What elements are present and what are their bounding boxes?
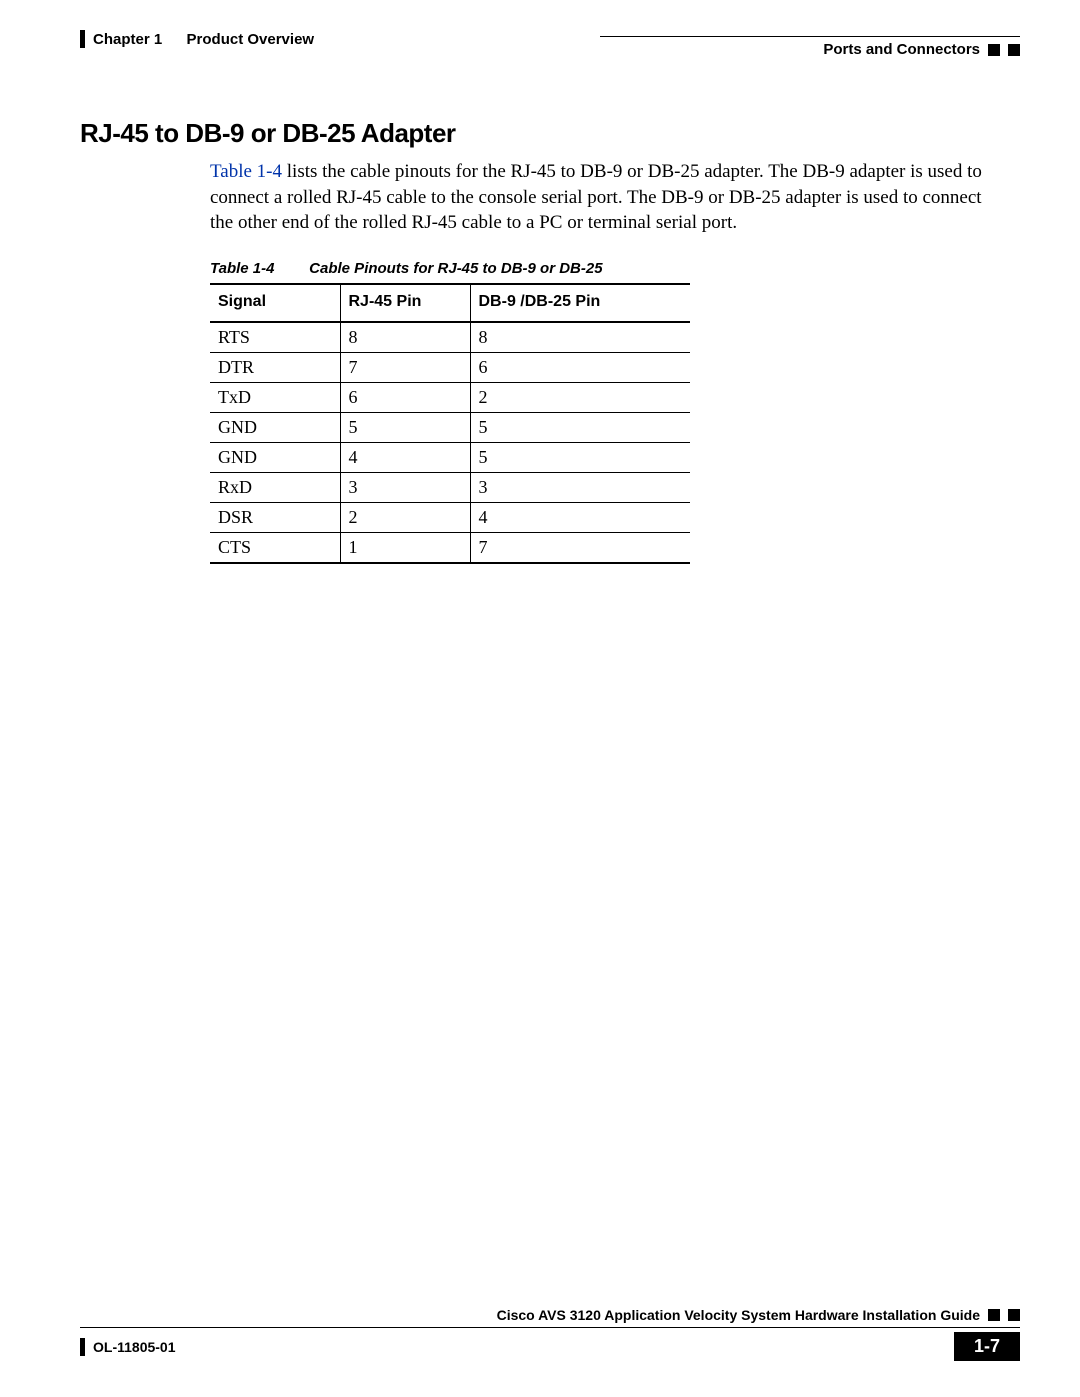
footer-rule [80, 1327, 1020, 1328]
col-header-signal: Signal [210, 284, 340, 322]
chapter-title: Product Overview [187, 31, 315, 48]
doc-number: OL-11805-01 [93, 1339, 176, 1355]
col-header-rj45: RJ-45 Pin [340, 284, 470, 322]
cell-rj45: 2 [340, 502, 470, 532]
cell-db9: 7 [470, 532, 690, 563]
cell-db9: 6 [470, 352, 690, 382]
cell-db9: 5 [470, 442, 690, 472]
cell-rj45: 5 [340, 412, 470, 442]
footer-bottom: OL-11805-01 1-7 [80, 1332, 1020, 1361]
table-caption: Table 1-4 Cable Pinouts for RJ-45 to DB-… [210, 260, 1020, 277]
table-row: GND 4 5 [210, 442, 690, 472]
pinout-table: Signal RJ-45 Pin DB-9 /DB-25 Pin RTS 8 8… [210, 283, 690, 564]
header-square-icon [1008, 44, 1020, 56]
page-footer: Cisco AVS 3120 Application Velocity Syst… [80, 1307, 1020, 1361]
cell-signal: RxD [210, 472, 340, 502]
footer-square-icon [1008, 1309, 1020, 1321]
cell-signal: DSR [210, 502, 340, 532]
table-row: CTS 1 7 [210, 532, 690, 563]
cell-rj45: 3 [340, 472, 470, 502]
content: RJ-45 to DB-9 or DB-25 Adapter Table 1-4… [80, 118, 1020, 564]
cell-signal: GND [210, 412, 340, 442]
cell-signal: DTR [210, 352, 340, 382]
cell-signal: RTS [210, 322, 340, 353]
table-row: GND 5 5 [210, 412, 690, 442]
table-xref-link[interactable]: Table 1-4 [210, 161, 282, 182]
cell-signal: CTS [210, 532, 340, 563]
footer-bar-icon [80, 1338, 85, 1356]
table-header-row: Signal RJ-45 Pin DB-9 /DB-25 Pin [210, 284, 690, 322]
table-label: Table 1-4 [210, 260, 305, 277]
header-square-icon [988, 44, 1000, 56]
page-number: 1-7 [954, 1332, 1020, 1361]
guide-title: Cisco AVS 3120 Application Velocity Syst… [497, 1307, 980, 1323]
table-row: TxD 6 2 [210, 382, 690, 412]
cell-signal: TxD [210, 382, 340, 412]
header-left: Chapter 1 Product Overview [80, 30, 314, 48]
footer-square-icon [988, 1309, 1000, 1321]
table-row: RTS 8 8 [210, 322, 690, 353]
footer-top: Cisco AVS 3120 Application Velocity Syst… [80, 1307, 1020, 1323]
cell-db9: 3 [470, 472, 690, 502]
cell-rj45: 6 [340, 382, 470, 412]
cell-db9: 8 [470, 322, 690, 353]
cell-rj45: 8 [340, 322, 470, 353]
cell-db9: 4 [470, 502, 690, 532]
page-header: Chapter 1 Product Overview Ports and Con… [80, 30, 1020, 58]
table-row: RxD 3 3 [210, 472, 690, 502]
section-title: Ports and Connectors [823, 41, 980, 58]
cell-rj45: 1 [340, 532, 470, 563]
header-right: Ports and Connectors [600, 30, 1020, 58]
header-bar-icon [80, 30, 85, 48]
chapter-label: Chapter 1 [93, 31, 162, 48]
cell-rj45: 7 [340, 352, 470, 382]
intro-text: lists the cable pinouts for the RJ-45 to… [210, 161, 982, 233]
table-row: DTR 7 6 [210, 352, 690, 382]
section-heading: RJ-45 to DB-9 or DB-25 Adapter [80, 118, 1020, 149]
col-header-db9: DB-9 /DB-25 Pin [470, 284, 690, 322]
body-indent: Table 1-4 lists the cable pinouts for th… [210, 159, 1020, 564]
table-title: Cable Pinouts for RJ-45 to DB-9 or DB-25 [309, 260, 602, 277]
intro-paragraph: Table 1-4 lists the cable pinouts for th… [210, 159, 1000, 236]
table-row: DSR 2 4 [210, 502, 690, 532]
cell-db9: 2 [470, 382, 690, 412]
cell-db9: 5 [470, 412, 690, 442]
cell-signal: GND [210, 442, 340, 472]
page: Chapter 1 Product Overview Ports and Con… [0, 0, 1080, 1397]
cell-rj45: 4 [340, 442, 470, 472]
